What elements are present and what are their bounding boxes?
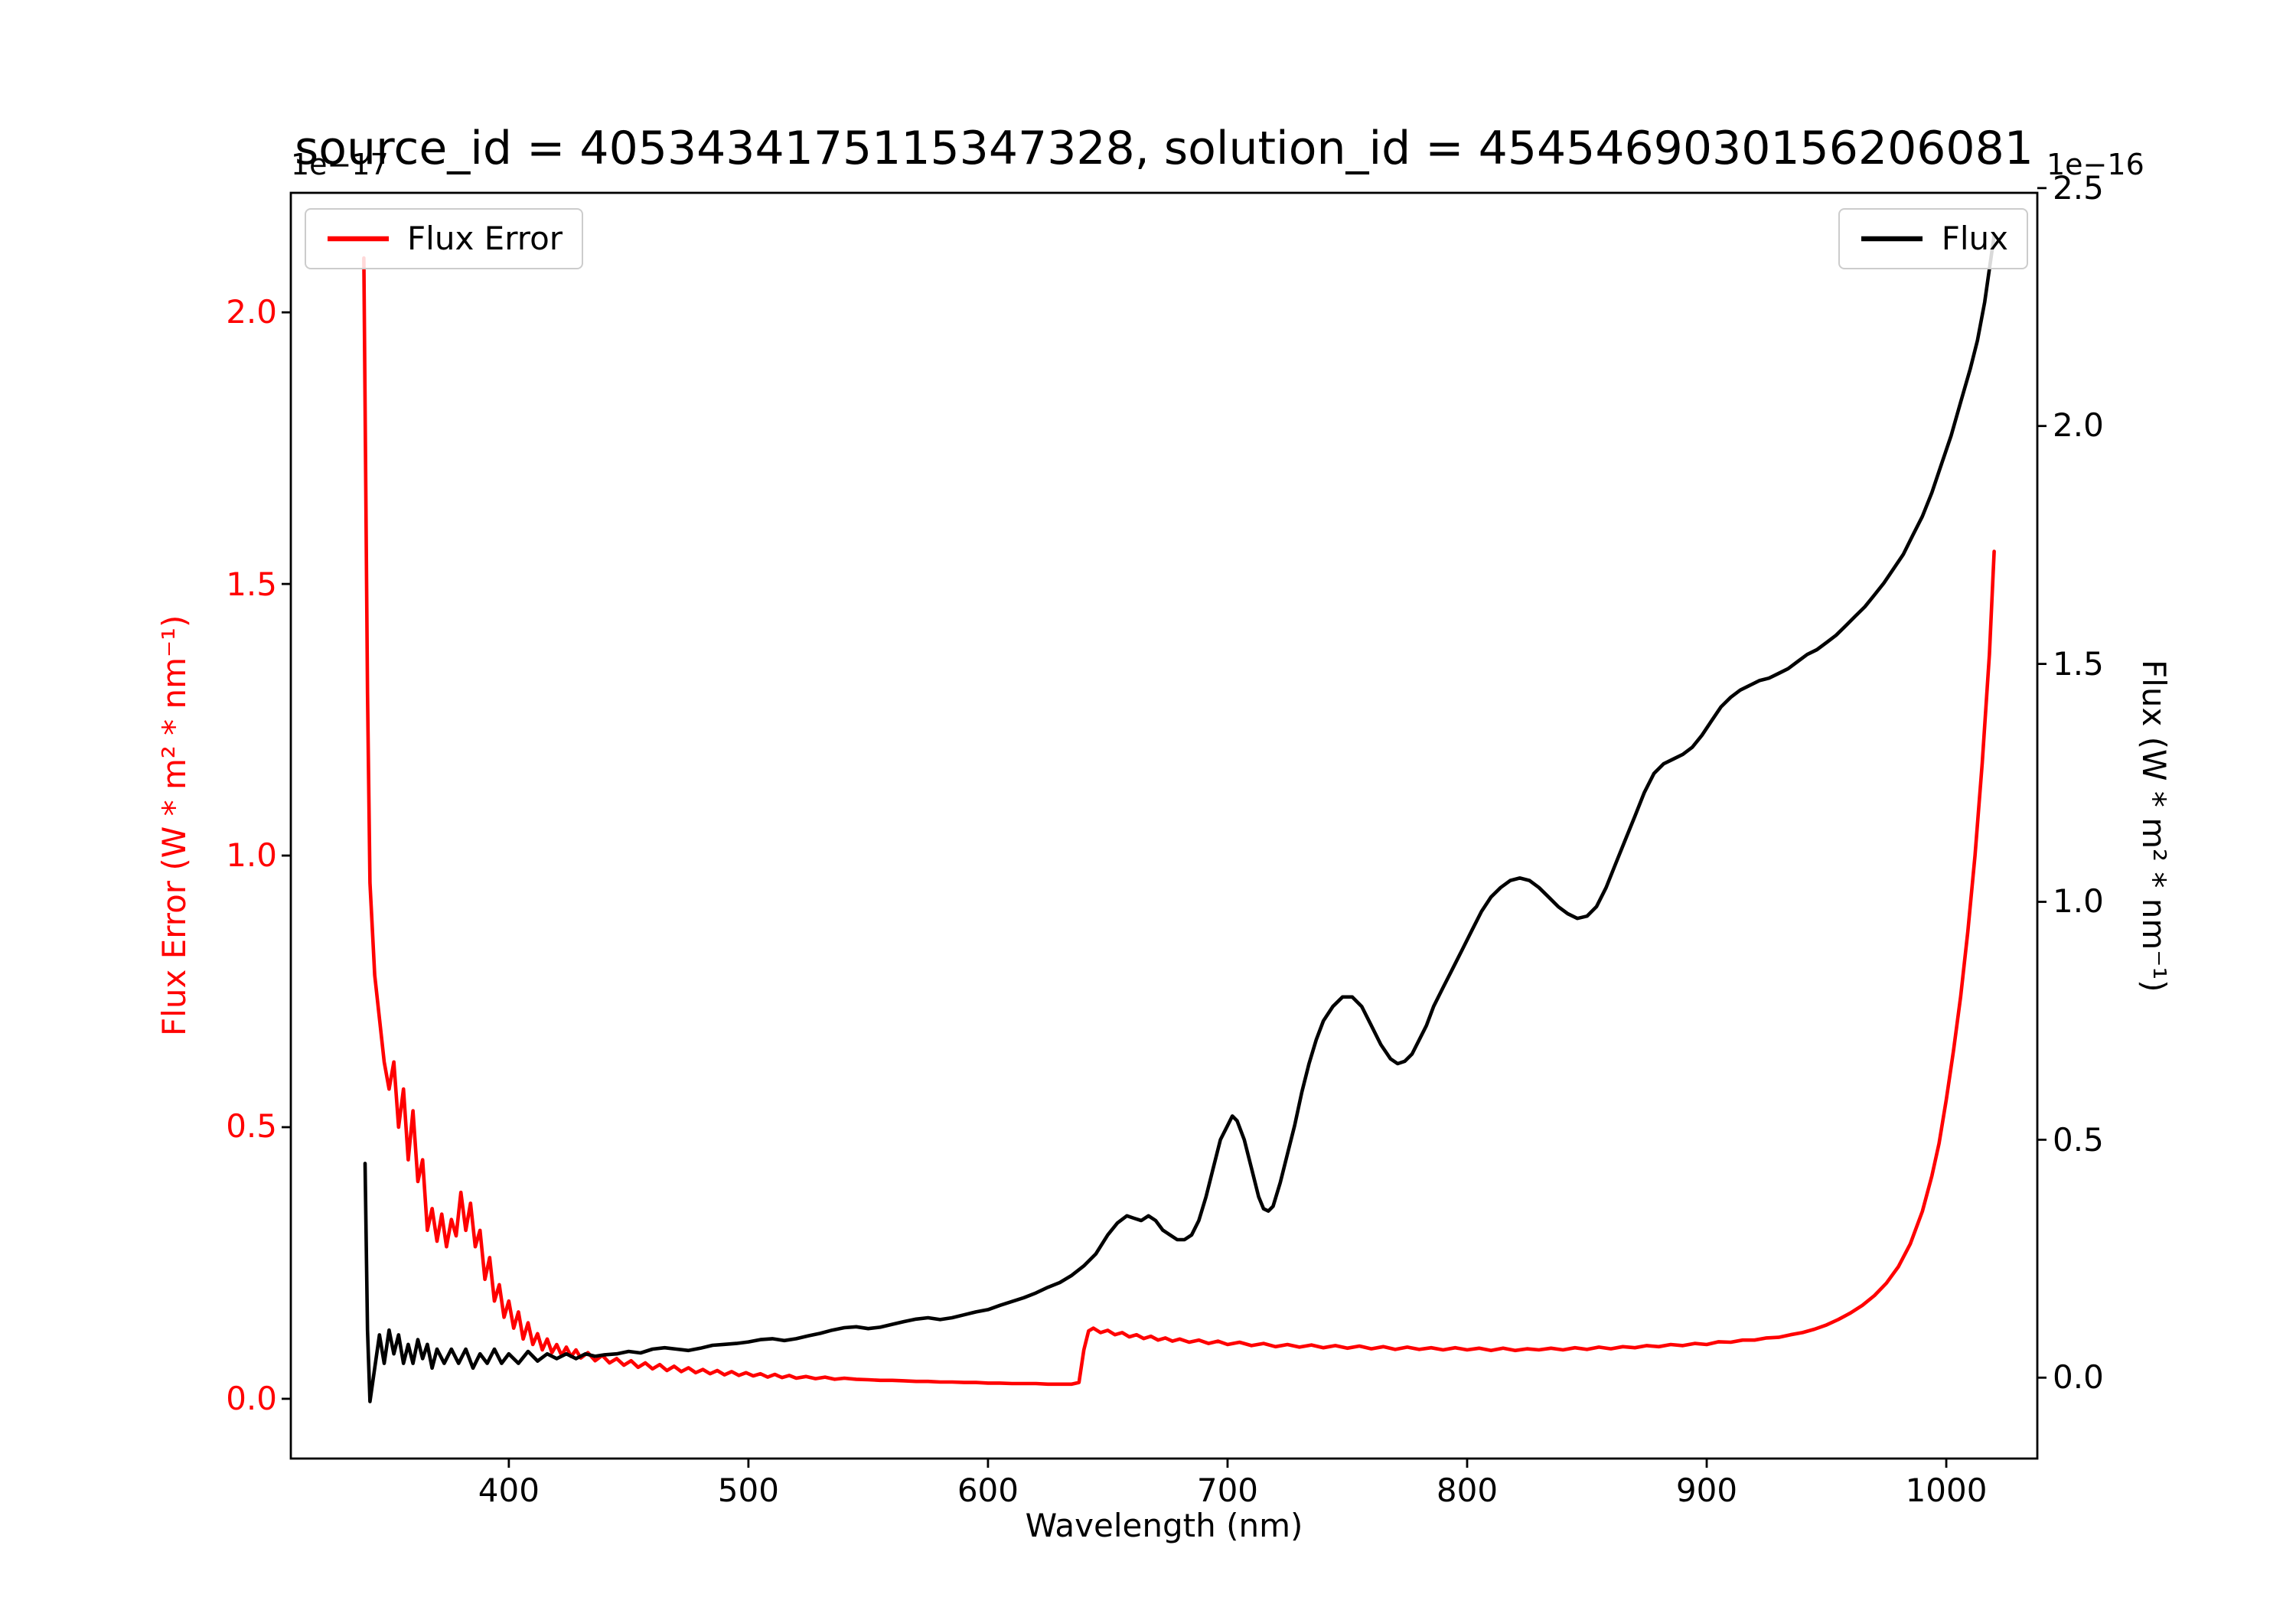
x-tick-label: 500 bbox=[717, 1472, 779, 1509]
chart-title: source_id = 4053434175115347328, solutio… bbox=[295, 122, 2033, 176]
legend-flux-error: Flux Error bbox=[305, 208, 583, 269]
left-y-tick-label: 0.0 bbox=[226, 1380, 277, 1417]
left-axis-scale-offset: 1e−17 bbox=[291, 148, 389, 182]
axes-frame bbox=[289, 191, 2039, 1460]
left-y-tick-label: 0.5 bbox=[226, 1108, 277, 1146]
x-tick-label: 700 bbox=[1196, 1472, 1259, 1509]
x-tick-label: 1000 bbox=[1905, 1472, 1988, 1509]
flux-line bbox=[363, 233, 1996, 1403]
flux-error-line bbox=[362, 256, 1996, 1387]
legend-flux: Flux bbox=[1838, 208, 2028, 269]
right-y-tick-label: 2.5 bbox=[2053, 169, 2104, 207]
flux-legend-line-icon bbox=[1861, 236, 1923, 242]
right-y-tick-label: 2.0 bbox=[2053, 407, 2104, 445]
legend-flux-error-label: Flux Error bbox=[407, 220, 563, 257]
left-y-axis-label: Flux Error (W * m² * nm⁻¹) bbox=[156, 614, 193, 1037]
left-y-tick-label: 1.5 bbox=[226, 566, 277, 603]
legend-flux-label: Flux bbox=[1941, 220, 2008, 257]
right-y-tick-label: 0.0 bbox=[2053, 1359, 2104, 1397]
x-tick-label: 600 bbox=[957, 1472, 1019, 1509]
right-y-tick-label: 1.5 bbox=[2053, 645, 2104, 683]
x-axis-label: Wavelength (nm) bbox=[1025, 1508, 1303, 1544]
flux-error-legend-line-icon bbox=[328, 236, 389, 242]
x-tick-label: 400 bbox=[478, 1472, 540, 1509]
right-y-tick-label: 0.5 bbox=[2053, 1121, 2104, 1159]
x-tick-label: 900 bbox=[1675, 1472, 1738, 1509]
right-y-axis-label: Flux (W * m² * nm⁻¹) bbox=[2135, 659, 2172, 993]
right-y-tick-label: 1.0 bbox=[2053, 883, 2104, 921]
left-y-tick-label: 2.0 bbox=[226, 294, 277, 331]
right-axis-scale-offset: 1e−16 bbox=[2047, 148, 2144, 182]
x-tick-label: 800 bbox=[1436, 1472, 1499, 1509]
left-y-tick-label: 1.0 bbox=[226, 837, 277, 875]
